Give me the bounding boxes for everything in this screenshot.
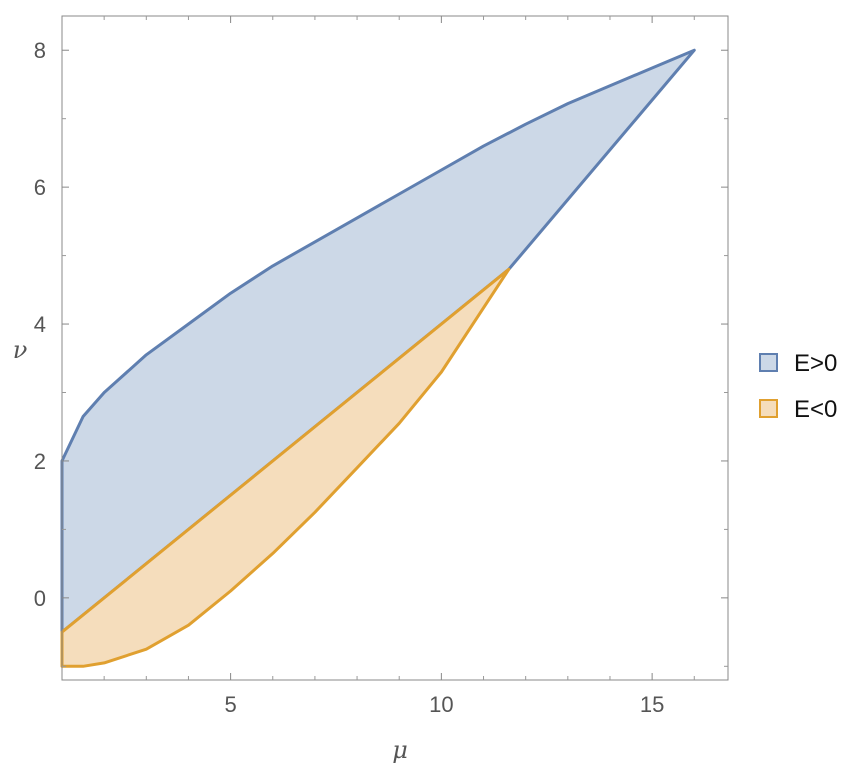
x-tick-label: 15 [640,692,664,717]
legend-label-1: E<0 [794,396,837,423]
x-tick-label: 10 [429,692,453,717]
plot-regions [60,48,696,668]
axis-ticks [62,16,728,680]
y-tick-label: 2 [34,449,46,474]
tick-labels: 5 10 15 0 2 4 6 8 [34,38,665,717]
legend-swatch-1 [759,399,778,418]
legend-label-0: E>0 [794,350,837,377]
y-axis-label: ν [13,336,28,364]
y-tick-label: 6 [34,175,46,200]
y-tick-label: 4 [34,312,46,337]
legend: E>0 E<0 [759,350,837,423]
region-negative [60,267,511,668]
x-tick-label: 5 [224,692,236,717]
legend-swatch-0 [759,353,778,372]
region-positive [60,48,696,634]
x-axis-label: μ [392,736,408,764]
y-tick-label: 0 [34,586,46,611]
plot-frame [61,15,729,681]
y-tick-label: 8 [34,38,46,63]
